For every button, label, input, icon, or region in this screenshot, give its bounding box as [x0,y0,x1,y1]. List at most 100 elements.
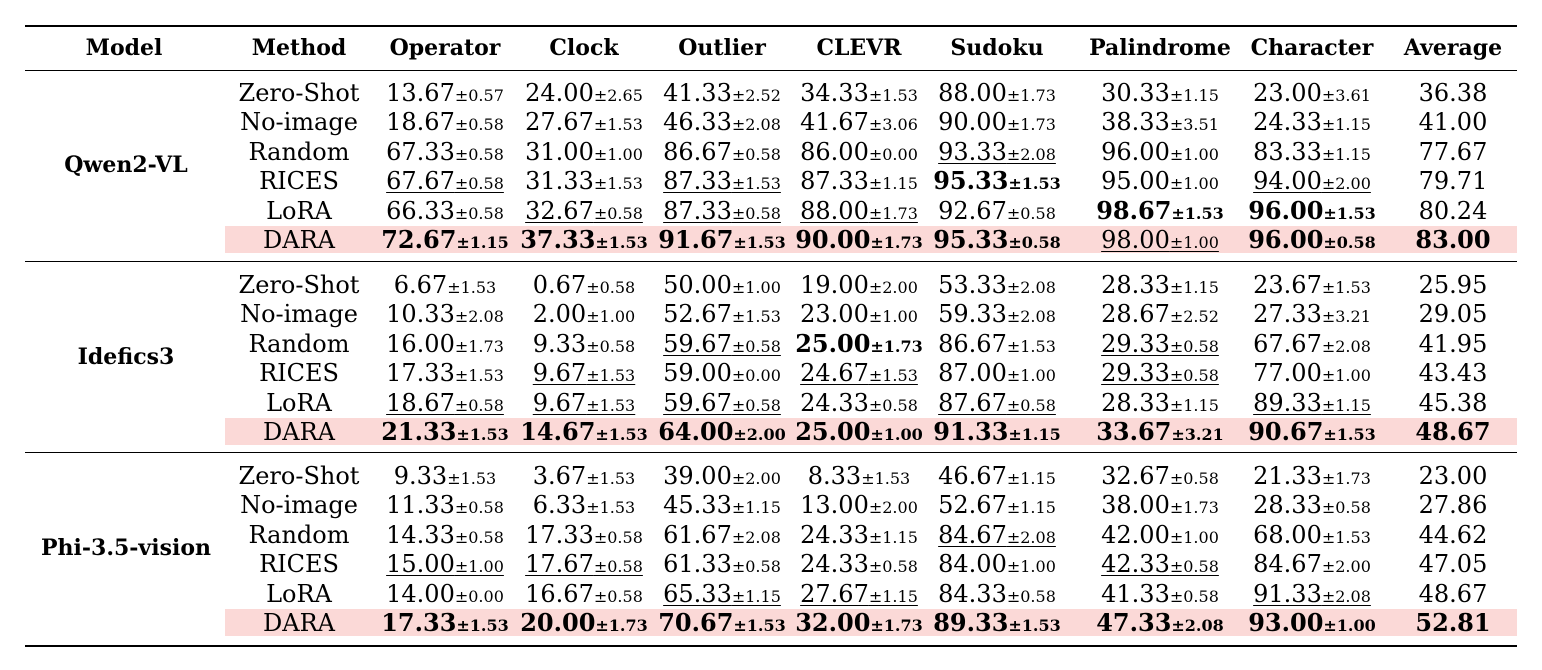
score-cell: 28.33±1.15 [1078,388,1242,418]
score-std: ±2.00 [733,425,786,444]
score-value: 24.67±1.53 [800,359,918,387]
score-value: 9.67±1.53 [533,389,635,417]
score-cell: 91.33±1.15 [933,417,1061,447]
score-mean: 6.67 [393,271,448,299]
score-cell: 9.67±1.53 [520,388,648,418]
score-mean: 77.00 [1253,359,1322,388]
score-value: 31.00±1.00 [525,138,643,166]
score-std: ±0.58 [593,527,643,547]
score-cell: 9.67±1.53 [520,358,648,388]
average-value: 29.05 [1418,300,1488,329]
score-value: 89.33±1.15 [1253,389,1371,417]
average-value: 25.95 [1418,271,1488,299]
score-std: ±1.53 [1008,616,1061,635]
score-cell: 46.67±1.15 [933,461,1061,491]
score-mean: 25.00 [795,417,871,446]
score-value: 23.67±1.53 [1253,271,1371,299]
score-cell: 87.33±0.58 [658,196,786,226]
average-value: 48.67 [1415,417,1491,446]
score-cell: 95.33±1.53 [933,166,1061,196]
score-value: 98.00±1.00 [1101,226,1219,254]
score-cell: 42.33±0.58 [1078,549,1242,579]
score-mean: 20.00 [520,608,596,637]
score-std: ±1.53 [586,366,636,386]
score-cell: 84.67±2.08 [933,520,1061,550]
score-value: 84.67±2.08 [938,521,1056,549]
score-mean: 47.33 [1096,608,1172,637]
score-std: ±1.53 [1321,278,1371,297]
score-std: ±0.58 [586,278,636,297]
score-std: ±2.08 [1006,144,1056,164]
score-cell: 67.33±0.58 [381,137,509,167]
score-std: ±2.52 [1169,307,1219,327]
score-mean: 24.33 [800,388,869,417]
score-value: 14.00±0.00 [386,580,504,608]
score-mean: 53.33 [938,271,1007,299]
score-mean: 18.67 [386,108,455,137]
score-value: 42.00±1.00 [1101,521,1219,549]
score-mean: 29.33 [1101,329,1170,358]
score-std: ±1.53 [456,425,509,444]
score-cell: 29.33±0.58 [1078,329,1242,359]
score-std: ±1.00 [454,557,504,577]
score-cell: 34.33±1.53 [795,78,923,108]
score-mean: 39.00 [663,462,732,490]
score-value: 24.33±1.15 [1253,108,1371,136]
score-mean: 15.00 [386,550,455,579]
score-std: ±0.58 [1321,498,1371,518]
score-cell: 25.00±1.00 [795,417,923,447]
score-std: ±0.58 [1008,233,1061,252]
model-name: Qwen2-VL [64,152,188,179]
score-std: ±1.53 [733,233,786,252]
score-std: ±1.00 [870,425,923,444]
score-std: ±0.58 [1169,586,1219,606]
score-cell: 47.33±2.08 [1078,608,1242,638]
score-cell: 17.33±1.53 [381,608,509,638]
score-std: ±1.53 [1171,203,1224,223]
average-cell: 80.24 [1403,196,1503,226]
score-mean: 67.67 [386,167,455,196]
score-std: ±1.53 [1323,425,1376,444]
score-std: ±1.53 [1008,174,1061,194]
score-mean: 90.67 [1248,417,1324,446]
score-value: 64.00±2.00 [658,417,786,446]
score-std: ±1.73 [595,616,648,635]
bottom-rule [25,645,1517,647]
score-mean: 65.33 [663,579,732,608]
score-std: ±1.53 [447,469,497,488]
score-value: 95.00±1.00 [1101,167,1219,195]
score-value: 17.67±0.58 [525,550,643,578]
score-mean: 98.00 [1101,226,1170,254]
score-cell: 19.00±2.00 [795,270,923,300]
score-cell: 91.67±1.53 [658,225,786,255]
score-cell: 90.67±1.53 [1242,417,1382,447]
score-value: 84.33±0.58 [938,580,1056,608]
score-value: 9.33±1.53 [394,462,496,490]
score-value: 67.33±0.58 [386,138,504,166]
score-cell: 27.33±3.21 [1242,299,1382,329]
score-value: 11.33±0.58 [386,491,504,519]
score-cell: 38.33±3.51 [1078,107,1242,137]
score-cell: 86.00±0.00 [795,137,923,167]
method-cell: DARA [263,226,335,254]
score-mean: 28.33 [1101,388,1170,417]
average-cell: 36.38 [1403,78,1503,108]
method-cell: Zero-Shot [238,462,360,490]
score-cell: 88.00±1.73 [795,196,923,226]
score-mean: 31.00 [525,137,594,166]
score-std: ±2.08 [1006,278,1056,297]
score-std: ±1.53 [586,498,636,518]
model-name: Idefics3 [77,344,175,371]
score-mean: 88.00 [938,79,1007,107]
score-cell: 33.67±3.21 [1078,417,1242,447]
score-std: ±3.06 [868,115,918,135]
column-header-clock: Clock [549,35,619,61]
score-value: 67.67±0.58 [386,167,504,195]
score-std: ±0.58 [454,527,504,547]
average-value: 41.95 [1418,329,1488,358]
score-value: 24.33±0.58 [800,550,918,578]
score-std: ±0.58 [731,144,781,164]
score-cell: 28.33±1.15 [1078,270,1242,300]
score-value: 88.00±1.73 [800,197,918,225]
score-std: ±1.53 [595,425,648,444]
